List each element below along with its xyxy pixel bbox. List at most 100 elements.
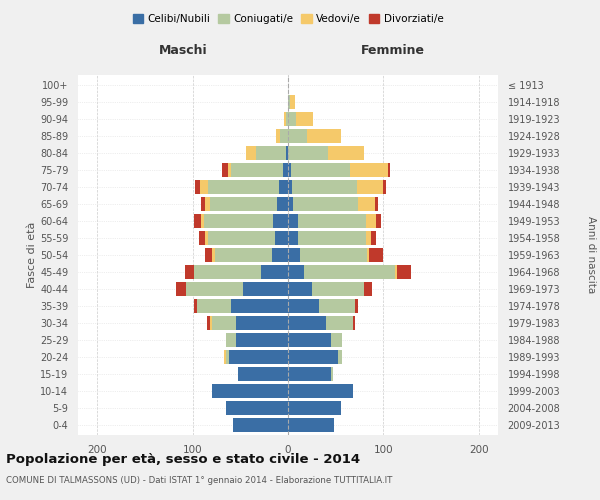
Text: COMUNE DI TALMASSONS (UD) - Dati ISTAT 1° gennaio 2014 - Elaborazione TUTTITALIA: COMUNE DI TALMASSONS (UD) - Dati ISTAT 1… — [6, 476, 392, 485]
Bar — [261, 265, 288, 279]
Bar — [288, 367, 331, 381]
Bar — [293, 197, 358, 211]
Bar — [319, 299, 355, 313]
Bar — [256, 146, 286, 160]
Bar — [288, 265, 304, 279]
Bar — [367, 248, 369, 262]
Bar — [283, 163, 288, 177]
Bar — [235, 316, 288, 330]
Bar — [272, 248, 288, 262]
Bar — [366, 214, 376, 228]
Bar — [298, 231, 366, 245]
Bar — [212, 384, 288, 398]
Bar — [358, 197, 375, 211]
Bar — [193, 299, 197, 313]
Bar — [288, 95, 290, 109]
Bar — [288, 401, 341, 415]
Bar — [210, 197, 277, 211]
Legend: Celibi/Nubili, Coniugati/e, Vedovi/e, Divorziati/e: Celibi/Nubili, Coniugati/e, Vedovi/e, Di… — [128, 10, 448, 29]
Bar — [395, 265, 397, 279]
Bar — [338, 350, 343, 364]
Text: Femmine: Femmine — [361, 44, 425, 58]
Bar — [205, 231, 208, 245]
Bar — [200, 180, 208, 194]
Bar — [290, 95, 295, 109]
Bar — [194, 265, 261, 279]
Bar — [304, 265, 395, 279]
Bar — [326, 316, 353, 330]
Bar — [312, 282, 364, 296]
Bar — [205, 248, 212, 262]
Bar — [176, 282, 186, 296]
Bar — [208, 180, 280, 194]
Bar — [397, 265, 411, 279]
Bar — [288, 384, 353, 398]
Bar — [288, 248, 301, 262]
Bar — [296, 112, 313, 126]
Bar — [204, 214, 273, 228]
Bar — [201, 214, 204, 228]
Bar — [275, 129, 280, 143]
Bar — [288, 112, 296, 126]
Bar — [331, 333, 343, 347]
Bar — [280, 180, 288, 194]
Bar — [231, 299, 288, 313]
Bar — [288, 214, 298, 228]
Bar — [226, 401, 288, 415]
Bar — [350, 163, 388, 177]
Bar — [197, 299, 231, 313]
Bar — [228, 163, 231, 177]
Bar — [298, 214, 366, 228]
Bar — [238, 367, 288, 381]
Bar — [288, 299, 319, 313]
Bar — [208, 231, 275, 245]
Bar — [376, 214, 380, 228]
Bar — [288, 418, 334, 432]
Bar — [185, 265, 194, 279]
Bar — [215, 248, 272, 262]
Bar — [307, 129, 341, 143]
Bar — [288, 333, 331, 347]
Bar — [364, 282, 372, 296]
Bar — [383, 180, 386, 194]
Bar — [280, 129, 288, 143]
Bar — [288, 316, 326, 330]
Bar — [212, 248, 215, 262]
Bar — [286, 146, 288, 160]
Bar — [231, 163, 283, 177]
Bar — [286, 112, 288, 126]
Bar — [284, 112, 286, 126]
Bar — [288, 197, 293, 211]
Bar — [222, 163, 228, 177]
Bar — [288, 180, 292, 194]
Bar — [288, 282, 312, 296]
Text: Anni di nascita: Anni di nascita — [586, 216, 596, 294]
Bar — [243, 282, 288, 296]
Bar — [353, 316, 355, 330]
Bar — [328, 146, 364, 160]
Bar — [277, 197, 288, 211]
Bar — [331, 367, 333, 381]
Bar — [371, 231, 376, 245]
Bar — [224, 350, 226, 364]
Bar — [196, 180, 200, 194]
Bar — [288, 350, 338, 364]
Bar — [246, 146, 256, 160]
Bar — [291, 163, 350, 177]
Bar — [366, 231, 371, 245]
Bar — [212, 316, 235, 330]
Bar — [233, 418, 288, 432]
Bar — [226, 333, 235, 347]
Bar — [205, 197, 210, 211]
Bar — [194, 214, 201, 228]
Bar — [357, 180, 383, 194]
Text: Popolazione per età, sesso e stato civile - 2014: Popolazione per età, sesso e stato civil… — [6, 452, 360, 466]
Bar — [388, 163, 390, 177]
Bar — [288, 231, 298, 245]
Bar — [273, 214, 288, 228]
Y-axis label: Fasce di età: Fasce di età — [27, 222, 37, 288]
Bar — [288, 146, 328, 160]
Bar — [288, 163, 291, 177]
Bar — [301, 248, 367, 262]
Bar — [207, 316, 210, 330]
